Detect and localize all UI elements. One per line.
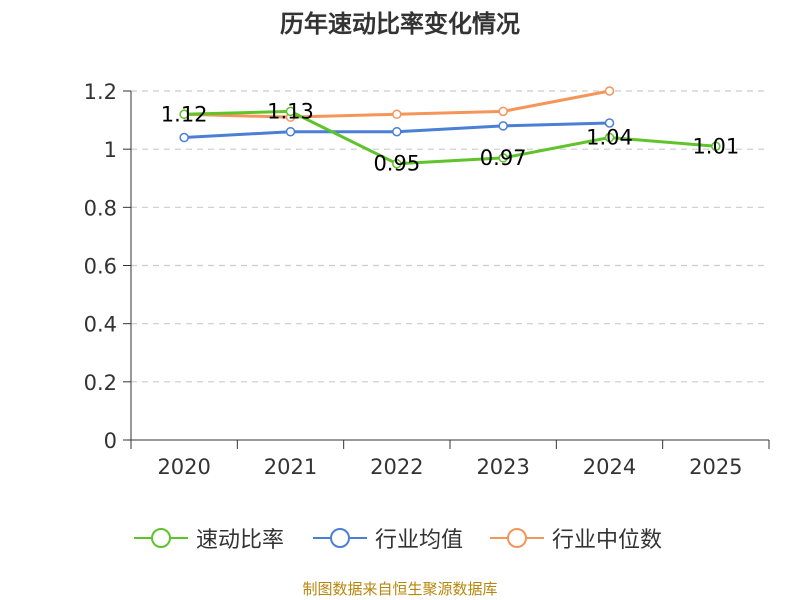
- x-tick-label: 2022: [370, 455, 423, 479]
- data-point-industry-median[interactable]: [498, 106, 508, 117]
- data-point-industry-average[interactable]: [392, 126, 402, 137]
- legend-marker-industry-median: [490, 528, 544, 548]
- y-tick-label: 0.6: [84, 255, 117, 279]
- x-tick-label: 2021: [264, 455, 317, 479]
- legend-item-industry-average[interactable]: 行业均值: [313, 518, 463, 558]
- data-point-industry-median[interactable]: [392, 109, 402, 120]
- source-note: 制图数据来自恒生聚源数据库: [302, 580, 498, 598]
- data-point-quick-ratio[interactable]: [711, 141, 721, 152]
- data-point-industry-average[interactable]: [498, 121, 508, 131]
- legend-marker-industry-average: [313, 528, 367, 548]
- x-tick-label: 2023: [476, 455, 529, 479]
- y-tick-label: 0: [104, 429, 117, 453]
- data-point-quick-ratio[interactable]: [285, 106, 296, 117]
- legend-marker-quick-ratio: [134, 528, 188, 548]
- data-label: 1.12: [161, 102, 208, 126]
- data-point-industry-average[interactable]: [285, 126, 296, 137]
- y-tick-label: 1: [104, 138, 117, 162]
- x-tick-label: 2024: [583, 455, 636, 479]
- data-label: 0.97: [480, 146, 527, 170]
- series-line-quick-ratio: [184, 109, 716, 166]
- data-label: 0.95: [373, 152, 420, 176]
- legend: 速动比率 行业均值 行业中位数: [0, 518, 800, 558]
- data-point-quick-ratio[interactable]: [392, 158, 402, 169]
- legend-label-industry-average: 行业均值: [375, 528, 464, 553]
- data-point-industry-average[interactable]: [179, 132, 189, 143]
- data-label: 1.01: [692, 134, 739, 158]
- y-tick-label: 0.2: [84, 371, 117, 395]
- legend-label-industry-median: 行业中位数: [552, 528, 663, 553]
- data-point-quick-ratio[interactable]: [604, 132, 615, 143]
- data-point-quick-ratio[interactable]: [498, 153, 508, 163]
- y-tick-label: 1.2: [84, 80, 117, 104]
- data-point-industry-median[interactable]: [604, 86, 615, 96]
- x-tick-label: 2025: [689, 455, 742, 479]
- data-label: 1.04: [586, 126, 633, 150]
- data-label: 1.13: [267, 99, 314, 123]
- chart-title: 历年速动比率变化情况: [280, 10, 520, 38]
- y-tick-label: 0.4: [84, 313, 117, 337]
- x-tick-label: 2020: [157, 455, 210, 479]
- y-tick-label: 0.8: [84, 196, 117, 220]
- legend-label-quick-ratio: 速动比率: [196, 528, 285, 553]
- legend-item-industry-median[interactable]: 行业中位数: [490, 518, 662, 558]
- data-point-quick-ratio[interactable]: [179, 109, 189, 120]
- data-point-industry-average[interactable]: [604, 118, 615, 128]
- legend-item-quick-ratio[interactable]: 速动比率: [134, 518, 284, 558]
